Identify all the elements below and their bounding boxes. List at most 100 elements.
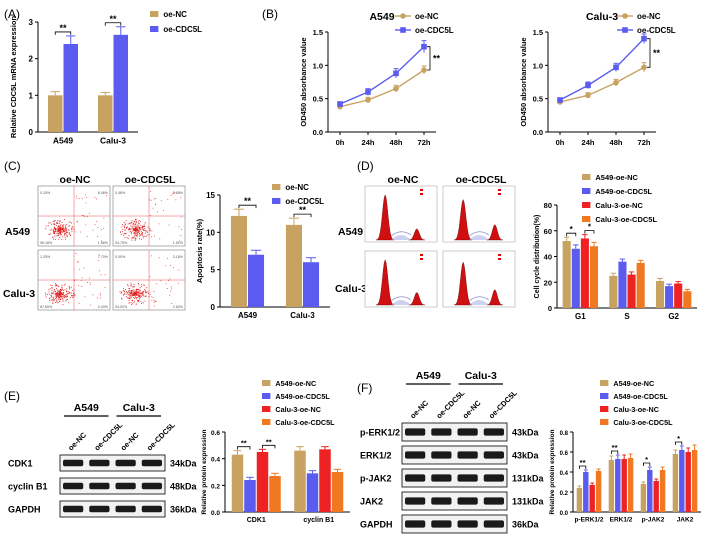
blot-group-label: A549 — [74, 402, 99, 414]
flow-event — [61, 284, 63, 286]
flow-event — [122, 289, 124, 291]
bar — [576, 488, 583, 512]
blot-band — [483, 451, 504, 459]
flow-event — [84, 216, 86, 218]
flow-quadrant-value: 96.18% — [40, 241, 53, 245]
flow-event — [133, 294, 135, 296]
flow-event — [131, 293, 133, 294]
flow-event — [59, 291, 60, 293]
flow-event — [125, 233, 127, 235]
flow-event — [158, 257, 160, 259]
flow-event — [122, 294, 124, 296]
y-tick-label: 1.0 — [533, 61, 543, 70]
flow-event — [57, 235, 59, 237]
flow-event — [168, 224, 170, 226]
flow-event — [149, 215, 151, 216]
flow-event — [138, 300, 139, 302]
flow-event — [66, 291, 68, 293]
flow-event — [59, 236, 61, 238]
flow-event — [99, 294, 101, 296]
flow-event — [64, 289, 66, 291]
flow-event — [130, 292, 132, 294]
flow-event — [130, 293, 131, 295]
flow-event — [58, 231, 60, 233]
flow-event — [136, 232, 138, 234]
flow-event — [138, 231, 140, 233]
flow-event — [145, 232, 147, 234]
flow-event — [59, 295, 61, 297]
flow-event — [131, 230, 133, 232]
flow-event — [61, 292, 63, 294]
flow-event — [143, 229, 145, 231]
flow-event — [58, 297, 60, 299]
flow-event — [86, 281, 88, 283]
bar — [615, 459, 621, 512]
flow-event — [165, 283, 167, 285]
flow-event — [142, 291, 144, 292]
flow-event — [45, 228, 47, 230]
flow-event — [51, 295, 52, 297]
flow-event — [140, 227, 142, 229]
flow-event — [141, 293, 142, 295]
s-phase-area — [469, 300, 489, 305]
flow-event — [121, 292, 122, 293]
flow-event — [140, 301, 142, 303]
significance-bracket — [566, 232, 577, 237]
flow-event — [62, 304, 64, 306]
flow-event — [55, 285, 56, 287]
flow-event — [135, 232, 137, 234]
bar — [580, 238, 589, 308]
flow-event — [138, 226, 140, 228]
flow-event — [139, 294, 141, 296]
flow-event — [142, 229, 144, 231]
flow-event — [139, 229, 141, 231]
blot-band — [115, 505, 136, 513]
flow-event — [64, 219, 65, 220]
flow-event — [128, 300, 130, 301]
flow-event — [120, 234, 122, 235]
s-phase-area — [391, 235, 411, 240]
flow-event — [78, 198, 80, 199]
flow-event — [123, 222, 125, 223]
bar — [627, 274, 636, 308]
flow-event — [170, 194, 172, 196]
flow-event — [126, 292, 128, 294]
lane-label: oe-CDC5L — [487, 388, 519, 420]
flow-event — [133, 295, 135, 296]
flow-event — [68, 292, 70, 294]
blot-group-label: Calu-3 — [465, 370, 497, 382]
flow-event — [71, 230, 73, 232]
flow-event — [65, 299, 67, 301]
flow-event — [134, 294, 136, 296]
data-point — [365, 89, 371, 95]
significance-bracket — [427, 46, 431, 71]
chart-b-calu3: Calu-3 0.0 0.5 1.0 1.5 OD450 absorbance value… — [519, 11, 676, 147]
flow-event — [59, 229, 61, 231]
legend-swatch — [582, 216, 591, 222]
flow-event — [53, 297, 55, 299]
flow-event — [66, 296, 68, 298]
flow-event — [62, 298, 64, 299]
flow-event — [48, 222, 50, 224]
flow-event — [56, 292, 58, 294]
flow-event — [136, 298, 138, 300]
flow-event — [126, 226, 128, 228]
flow-event — [68, 225, 70, 227]
y-tick-label: 60 — [544, 227, 552, 236]
flow-event — [56, 295, 58, 297]
flow-event — [140, 224, 142, 226]
flow-event — [63, 284, 65, 286]
blot-strip — [401, 491, 508, 511]
flow-event — [66, 234, 68, 236]
flow-event — [69, 221, 71, 223]
flow-event — [134, 291, 135, 293]
x-category-label: ERK1/2 — [610, 517, 633, 524]
flow-event — [62, 296, 64, 298]
flow-event — [68, 221, 70, 223]
x-category-label: p-ERK1/2 — [575, 517, 604, 524]
flow-event — [66, 231, 68, 233]
flow-event — [53, 296, 55, 298]
blot-band — [483, 497, 504, 505]
flow-event — [134, 294, 136, 296]
flow-event — [78, 261, 80, 263]
